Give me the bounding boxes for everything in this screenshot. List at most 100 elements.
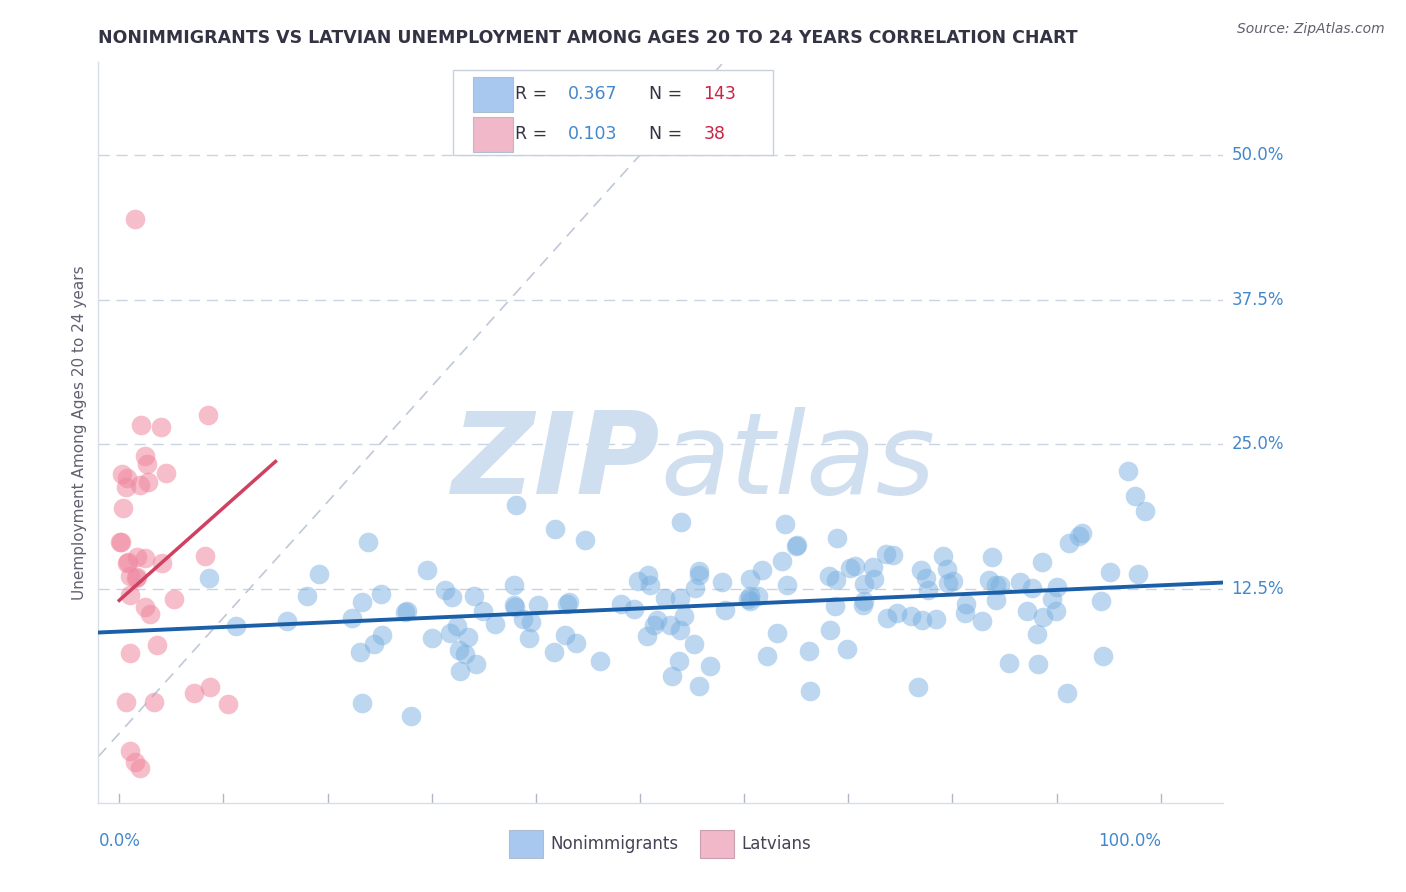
Point — [1008, 574, 1031, 589]
Point — [434, 583, 457, 598]
Point — [1045, 604, 1067, 618]
Point — [463, 589, 485, 603]
Point — [1098, 566, 1121, 580]
Point — [349, 644, 371, 658]
Point — [135, 457, 157, 471]
Point — [276, 614, 298, 628]
Point — [395, 604, 418, 618]
Point — [797, 644, 820, 658]
Point — [125, 571, 148, 585]
Point — [714, 603, 737, 617]
Point — [942, 574, 965, 588]
Point — [115, 480, 138, 494]
Point — [1133, 504, 1156, 518]
Point — [519, 615, 541, 629]
Point — [737, 592, 759, 607]
Point — [740, 572, 762, 586]
Point — [1021, 581, 1043, 595]
Point — [825, 531, 848, 545]
Point — [194, 549, 217, 563]
Point — [118, 568, 141, 582]
Text: 0.103: 0.103 — [568, 125, 617, 143]
Point — [217, 698, 239, 712]
Point — [464, 657, 486, 671]
Text: atlas: atlas — [661, 407, 936, 517]
Point — [117, 556, 139, 570]
Point — [543, 645, 565, 659]
Point — [654, 591, 676, 605]
Point — [980, 550, 1002, 565]
Point — [669, 515, 692, 529]
Point — [197, 409, 219, 423]
Point — [357, 535, 380, 549]
Point — [295, 589, 318, 603]
Point — [484, 616, 506, 631]
Point — [688, 564, 710, 578]
Point — [853, 594, 876, 608]
Point — [984, 578, 1007, 592]
Point — [837, 641, 859, 656]
Point — [914, 571, 936, 585]
Point — [503, 599, 526, 613]
Point — [988, 578, 1011, 592]
Point — [449, 664, 471, 678]
Point — [111, 467, 134, 481]
Point — [439, 626, 461, 640]
Point — [155, 466, 177, 480]
Point — [1126, 567, 1149, 582]
Point — [637, 567, 659, 582]
Point — [183, 686, 205, 700]
Point — [844, 559, 866, 574]
Text: 50.0%: 50.0% — [1232, 146, 1284, 164]
Point — [711, 575, 734, 590]
Point — [817, 569, 839, 583]
Point — [886, 606, 908, 620]
Point — [363, 637, 385, 651]
Point — [852, 598, 875, 612]
Point — [152, 556, 174, 570]
Point — [668, 654, 690, 668]
Point — [820, 623, 842, 637]
Point — [669, 591, 692, 606]
Point — [1015, 604, 1038, 618]
FancyBboxPatch shape — [472, 77, 513, 112]
Point — [668, 623, 690, 637]
Point — [638, 578, 661, 592]
Point — [1026, 657, 1049, 671]
Point — [852, 577, 875, 591]
Text: 0.0%: 0.0% — [98, 831, 141, 850]
Text: NONIMMIGRANTS VS LATVIAN UNEMPLOYMENT AMONG AGES 20 TO 24 YEARS CORRELATION CHAR: NONIMMIGRANTS VS LATVIAN UNEMPLOYMENT AM… — [98, 29, 1078, 47]
Point — [1057, 535, 1080, 549]
Point — [163, 591, 186, 606]
Text: 37.5%: 37.5% — [1232, 291, 1284, 309]
Text: 0.367: 0.367 — [568, 85, 617, 103]
FancyBboxPatch shape — [453, 70, 773, 155]
Text: 25.0%: 25.0% — [1232, 435, 1284, 453]
Point — [643, 617, 665, 632]
Point — [1069, 528, 1091, 542]
Point — [352, 696, 374, 710]
Point — [416, 563, 439, 577]
Point — [970, 614, 993, 628]
Point — [143, 695, 166, 709]
Point — [936, 575, 959, 590]
Point — [441, 590, 464, 604]
Point — [554, 627, 576, 641]
Point — [755, 649, 778, 664]
Point — [118, 744, 141, 758]
Text: 38: 38 — [703, 125, 725, 143]
Point — [110, 535, 132, 549]
Point — [225, 618, 247, 632]
Point — [399, 709, 422, 723]
Point — [1046, 580, 1069, 594]
Point — [1056, 686, 1078, 700]
Point — [636, 628, 658, 642]
Point — [824, 599, 846, 614]
Point — [136, 475, 159, 489]
Point — [1092, 649, 1115, 664]
Point — [785, 539, 807, 553]
Point — [512, 612, 534, 626]
Point — [394, 605, 416, 619]
Text: 12.5%: 12.5% — [1232, 580, 1284, 598]
Text: R =: R = — [515, 125, 553, 143]
